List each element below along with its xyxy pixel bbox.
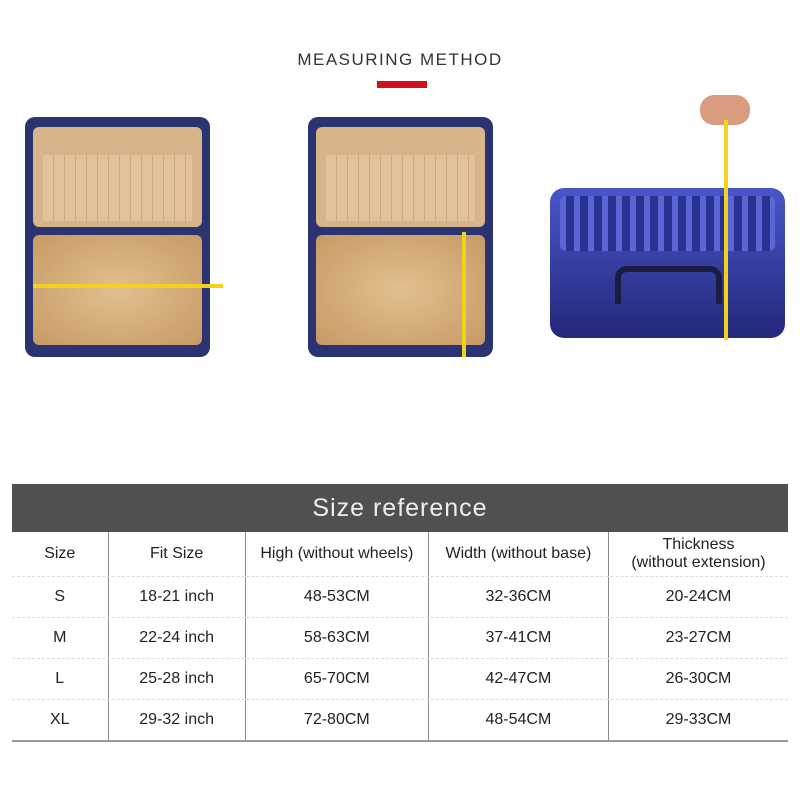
table-cell: 25-28 inch: [109, 659, 246, 699]
tape-measure-width: [33, 284, 223, 288]
heading-underline: [377, 81, 427, 88]
table-cell: M: [12, 618, 109, 658]
table-cell: 42-47CM: [429, 659, 609, 699]
column-header: Width (without base): [429, 532, 609, 576]
table-row: M 22-24 inch 58-63CM 37-41CM 23-27CM: [12, 618, 788, 659]
column-header: High (without wheels): [246, 532, 429, 576]
table-cell: 48-53CM: [246, 577, 429, 617]
table-cell: 65-70CM: [246, 659, 429, 699]
table-cell: 72-80CM: [246, 700, 429, 740]
table-cell: 29-33CM: [665, 711, 732, 728]
closed-suitcase-thickness-image: [550, 188, 785, 338]
column-header: Size: [12, 532, 109, 576]
table-cell: 58-63CM: [246, 618, 429, 658]
table-cell: 23-27CM: [665, 629, 732, 646]
table-cell: 18-21 inch: [109, 577, 246, 617]
table-cell: 29-32 inch: [109, 700, 246, 740]
table-title: Size reference: [12, 484, 788, 532]
table-row: S 18-21 inch 48-53CM 32-36CM 20-24CM: [12, 577, 788, 618]
table-cell: L: [12, 659, 109, 699]
column-header: Thickness (without extension): [631, 536, 766, 571]
tape-measure-height: [462, 232, 466, 357]
table-cell: 26-30CM: [665, 670, 732, 687]
table-row: XL 29-32 inch 72-80CM 48-54CM 29-33CM: [12, 700, 788, 742]
table-row: L 25-28 inch 65-70CM 42-47CM 26-30CM: [12, 659, 788, 700]
table-cell: 37-41CM: [429, 618, 609, 658]
table-cell: 20-24CM: [665, 588, 732, 605]
table-cell: XL: [12, 700, 109, 740]
table-cell: S: [12, 577, 109, 617]
column-header: Fit Size: [109, 532, 246, 576]
table-cell: 22-24 inch: [109, 618, 246, 658]
size-reference-table: Size reference Size Fit Size High (witho…: [12, 484, 788, 742]
measuring-method-heading: MEASURING METHOD: [297, 50, 503, 69]
open-suitcase-width-image: [25, 117, 210, 357]
table-cell: 48-54CM: [429, 700, 609, 740]
tape-measure-thickness: [724, 120, 728, 340]
table-cell: 32-36CM: [429, 577, 609, 617]
table-header-row: Size Fit Size High (without wheels) Widt…: [12, 532, 788, 577]
